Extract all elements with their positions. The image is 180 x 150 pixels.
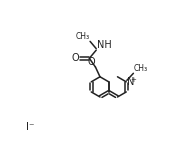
Text: N: N <box>127 77 134 87</box>
Text: I⁻: I⁻ <box>26 122 35 132</box>
Text: NH: NH <box>96 40 111 50</box>
Text: CH₃: CH₃ <box>75 32 89 41</box>
Text: O: O <box>71 53 79 63</box>
Text: +: + <box>130 77 136 83</box>
Text: CH₃: CH₃ <box>134 64 148 73</box>
Text: O: O <box>87 57 95 67</box>
